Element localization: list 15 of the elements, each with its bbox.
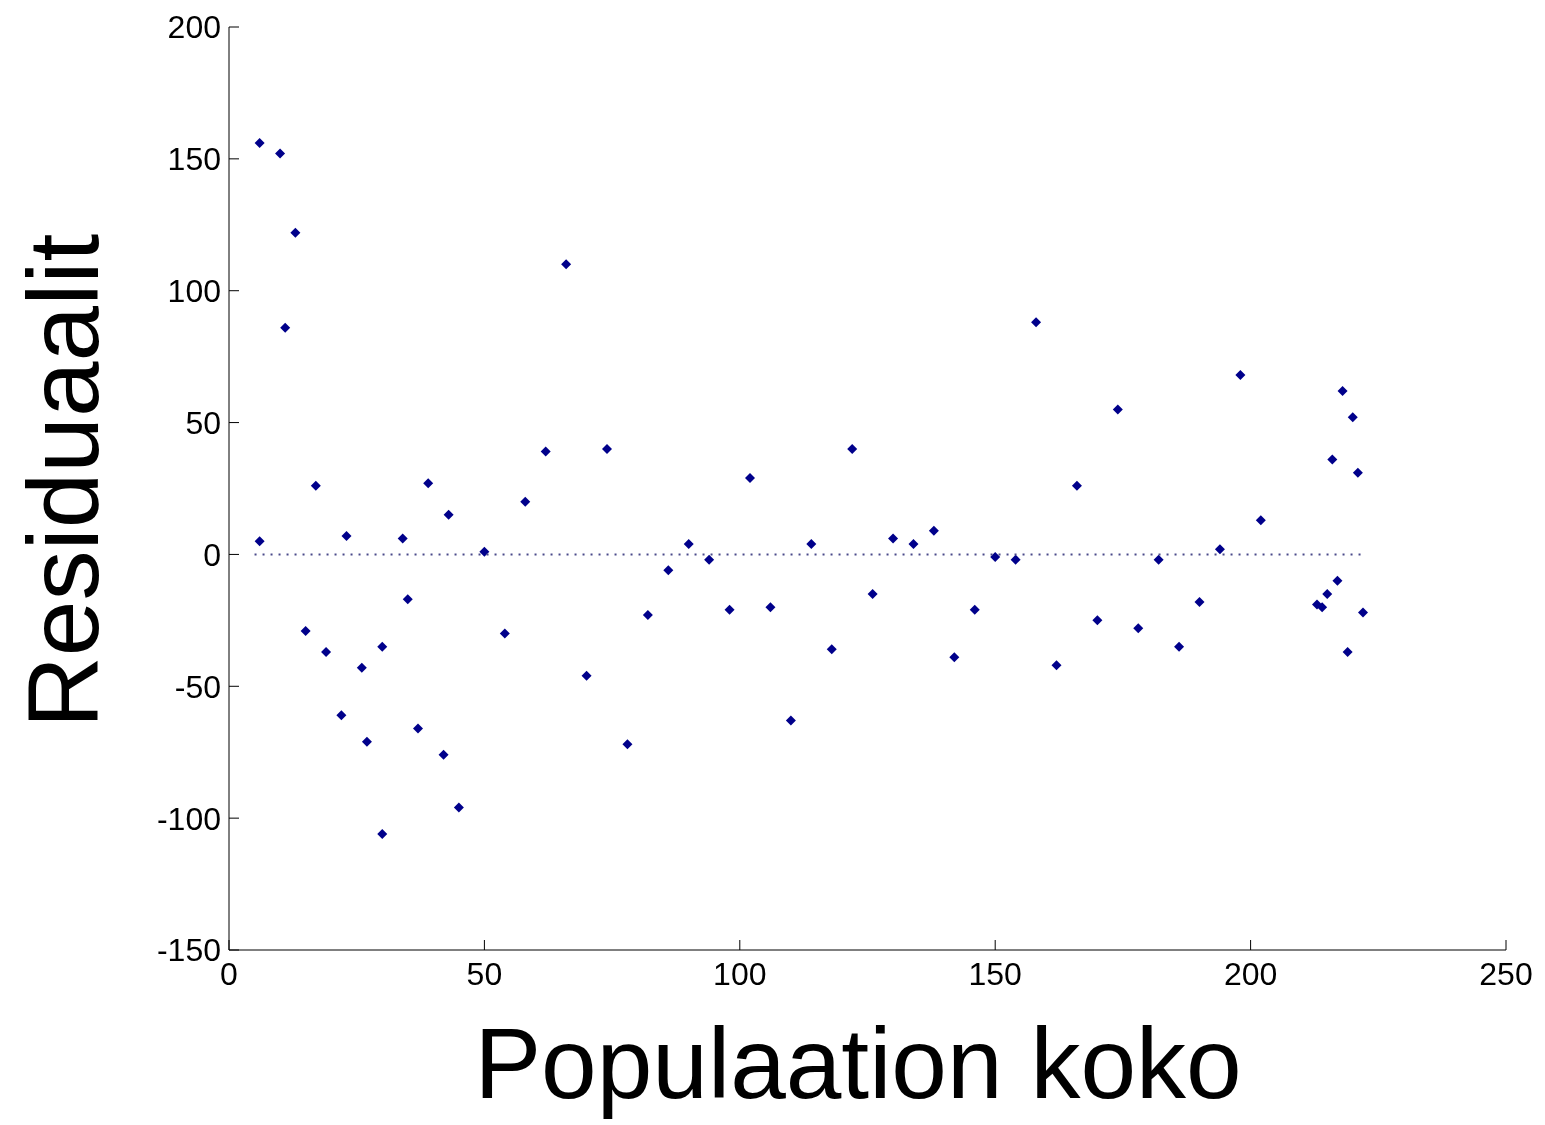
y-tick-label: 0 bbox=[203, 536, 221, 573]
y-tick-label: 100 bbox=[167, 273, 221, 310]
x-axis-title: Populaation koko bbox=[473, 1007, 1243, 1119]
y-tick-label: 200 bbox=[167, 9, 221, 46]
y-tick-label: 150 bbox=[167, 141, 221, 178]
y-tick-label: -150 bbox=[156, 932, 221, 969]
y-tick-label: -100 bbox=[156, 800, 221, 837]
y-tick-label: -50 bbox=[174, 668, 221, 705]
y-axis-title: Residuaalit bbox=[7, 233, 119, 729]
x-tick-label: 100 bbox=[713, 955, 767, 992]
x-tick-label: 250 bbox=[1479, 955, 1533, 992]
x-tick-label: 150 bbox=[968, 955, 1022, 992]
y-tick-label: 50 bbox=[185, 404, 221, 441]
x-tick-label: 50 bbox=[466, 955, 503, 992]
x-tick-label: 200 bbox=[1223, 955, 1278, 992]
